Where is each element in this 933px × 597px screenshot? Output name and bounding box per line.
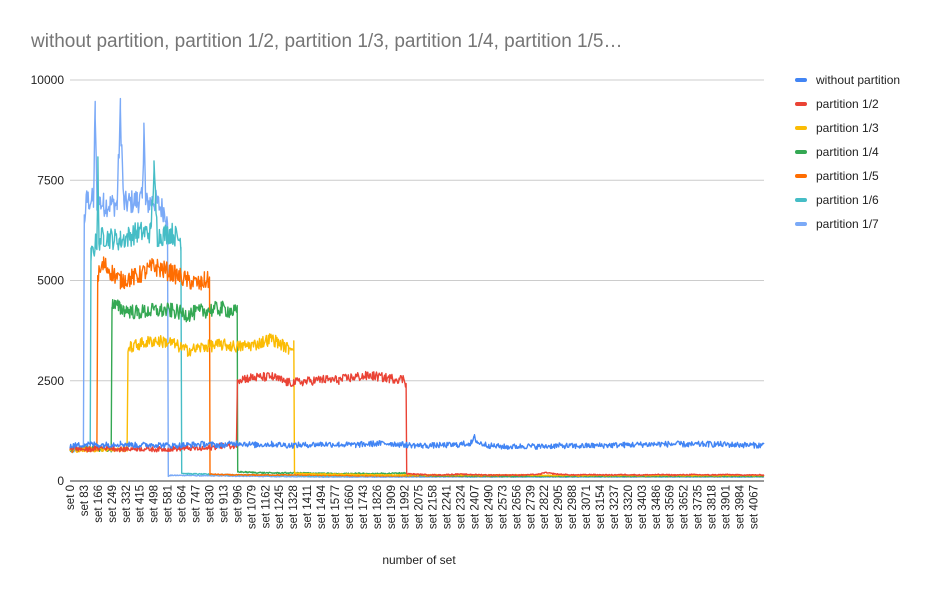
legend-label: partition 1/7 bbox=[816, 217, 879, 231]
x-tick-label: set 2241 bbox=[442, 485, 454, 529]
x-tick-label: set 2075 bbox=[414, 485, 426, 529]
x-tick-label: set 3486 bbox=[651, 485, 663, 529]
x-tick-label: set 415 bbox=[135, 485, 147, 523]
x-tick-label: set 2573 bbox=[497, 485, 509, 529]
legend-swatch bbox=[795, 126, 807, 130]
x-tick-label: set 3735 bbox=[693, 485, 705, 529]
x-tick-label: set 332 bbox=[121, 485, 133, 523]
x-tick-label: set 2739 bbox=[525, 485, 537, 529]
series-lines bbox=[69, 97, 765, 478]
y-tick-label: 2500 bbox=[37, 374, 64, 388]
x-tick-label: set 581 bbox=[163, 485, 175, 523]
x-tick-label: set 2822 bbox=[539, 485, 551, 529]
x-tick-label: set 3901 bbox=[721, 485, 733, 529]
x-tick-label: set 2490 bbox=[483, 485, 495, 529]
chart-title: without partition, partition 1/2, partit… bbox=[31, 31, 623, 52]
legend-swatch bbox=[795, 150, 807, 154]
x-tick-label: set 3320 bbox=[623, 485, 635, 529]
legend-label: partition 1/5 bbox=[816, 169, 879, 183]
x-tick-label: set 0 bbox=[65, 485, 77, 510]
legend-label: partition 1/3 bbox=[816, 121, 879, 135]
x-tick-label: set 2158 bbox=[428, 485, 440, 529]
y-tick-label: 7500 bbox=[37, 173, 64, 187]
y-tick-label: 0 bbox=[57, 474, 64, 488]
x-tick-label: set 664 bbox=[177, 484, 189, 522]
legend-label: partition 1/6 bbox=[816, 193, 879, 207]
x-tick-label: set 830 bbox=[205, 485, 217, 523]
x-tick-label: set 3403 bbox=[637, 485, 649, 529]
x-tick-label: set 166 bbox=[93, 485, 105, 523]
x-tick-label: set 3818 bbox=[707, 485, 719, 529]
legend-swatch bbox=[795, 102, 807, 106]
x-tick-label: set 996 bbox=[232, 485, 244, 523]
x-tick-label: set 3652 bbox=[679, 485, 691, 529]
x-tick-label: set 1992 bbox=[400, 485, 412, 529]
x-tick-label: set 498 bbox=[149, 485, 161, 523]
legend-swatch bbox=[795, 222, 807, 226]
gridlines bbox=[70, 79, 764, 382]
legend-label: partition 1/4 bbox=[816, 145, 879, 159]
legend-swatch bbox=[795, 174, 807, 178]
legend-swatch bbox=[795, 198, 807, 202]
x-tick-label: set 1411 bbox=[302, 485, 314, 528]
legend-swatch bbox=[795, 78, 807, 82]
x-tick-label: set 3154 bbox=[595, 484, 607, 529]
x-tick-label: set 1162 bbox=[260, 485, 272, 528]
legend-label: without partition bbox=[815, 73, 900, 87]
x-tick-label: set 83 bbox=[79, 485, 91, 516]
series-line-without-partition bbox=[69, 434, 765, 450]
x-tick-label: set 1743 bbox=[358, 485, 370, 529]
x-tick-label: set 2407 bbox=[470, 485, 482, 529]
x-tick-label: set 1494 bbox=[316, 484, 328, 529]
series-line-partition-1-2 bbox=[69, 370, 765, 477]
legend: without partition partition 1/2 partition … bbox=[795, 73, 900, 231]
x-tick-label: set 747 bbox=[191, 485, 203, 523]
x-tick-label: set 249 bbox=[107, 485, 119, 523]
x-tick-label: set 2324 bbox=[456, 484, 468, 529]
x-tick-label: set 1577 bbox=[330, 485, 342, 529]
x-tick-label: set 1660 bbox=[344, 485, 356, 529]
x-tick-label: set 1826 bbox=[372, 485, 384, 529]
x-tick-label: set 3984 bbox=[735, 484, 747, 529]
x-tick-label: set 3569 bbox=[665, 485, 677, 529]
y-axis-ticks: 0 2500 5000 7500 10000 bbox=[31, 73, 65, 488]
x-tick-label: set 1079 bbox=[246, 485, 258, 529]
legend-label: partition 1/2 bbox=[816, 97, 879, 111]
x-tick-label: set 1909 bbox=[386, 485, 398, 529]
x-tick-label: set 1245 bbox=[274, 485, 286, 529]
y-tick-label: 10000 bbox=[31, 73, 65, 87]
series-line-partition-1-7 bbox=[69, 97, 765, 478]
x-axis-ticks: set 0 set 83 set 166 set 249 set 332 set 415 s… bbox=[65, 484, 760, 529]
x-tick-label: set 4067 bbox=[748, 485, 760, 529]
x-tick-label: set 2656 bbox=[511, 485, 523, 529]
x-tick-label: set 1328 bbox=[288, 485, 300, 529]
x-axis-label: number of set bbox=[382, 553, 456, 567]
series-line-partition-1-4 bbox=[69, 299, 765, 478]
x-tick-label: set 2988 bbox=[567, 485, 579, 529]
x-tick-label: set 2905 bbox=[553, 485, 565, 529]
series-line-partition-1-3 bbox=[69, 333, 764, 477]
y-tick-label: 5000 bbox=[37, 274, 64, 288]
x-tick-label: set 3071 bbox=[581, 485, 593, 529]
x-tick-label: set 3237 bbox=[609, 485, 621, 529]
x-tick-label: set 913 bbox=[218, 485, 230, 523]
